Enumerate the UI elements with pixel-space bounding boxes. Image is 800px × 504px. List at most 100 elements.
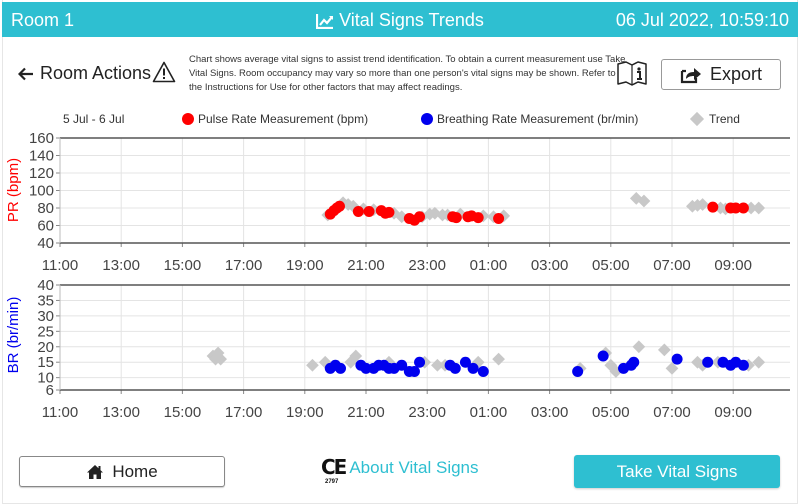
trend-point [632, 340, 646, 354]
trend-point [306, 358, 319, 372]
red-dot-icon [182, 113, 194, 125]
x-tick-label: 07:00 [653, 257, 691, 274]
measurement-point [671, 353, 683, 365]
page-title: Vital Signs Trends [2, 10, 798, 31]
measurement-point [449, 362, 461, 374]
measurement-point [450, 212, 462, 224]
room-name: Room 1 [11, 10, 75, 30]
chart-notice-text: Chart shows average vital signs to assis… [189, 54, 626, 93]
measurement-point [459, 356, 471, 368]
x-tick-label: 19:00 [286, 257, 324, 274]
y-tick-label: 80 [37, 200, 54, 217]
x-tick-label: 17:00 [225, 257, 263, 274]
trend-point [431, 358, 444, 372]
about-vital-signs-link[interactable]: About Vital Signs [349, 458, 479, 477]
x-tick-label: 03:00 [531, 404, 569, 421]
measurement-point [396, 359, 408, 371]
legend-breathing-label: Breathing Rate Measurement (br/min) [437, 112, 639, 126]
legend-pulse: Pulse Rate Measurement (bpm) [182, 112, 368, 126]
measurement-point [572, 365, 584, 377]
y-tick-label: 20 [37, 339, 54, 356]
x-tick-label: 05:00 [592, 404, 630, 421]
measurement-point [737, 202, 749, 214]
measurement-point [414, 356, 426, 368]
x-tick-label: 01:00 [470, 404, 508, 421]
measurement-point [730, 202, 742, 214]
trend-point [349, 349, 363, 363]
measurement-point [493, 213, 505, 224]
export-label: Export [709, 64, 763, 84]
blue-dot-icon [421, 113, 433, 125]
measurement-point [472, 212, 484, 224]
legend-pulse-label: Pulse Rate Measurement (bpm) [198, 112, 369, 126]
take-vital-signs-label: Take Vital Signs [616, 461, 738, 481]
x-tick-label: 11:00 [42, 257, 78, 274]
measurement-point [333, 200, 345, 212]
current-datetime: 06 Jul 2022, 10:59:10 [615, 10, 789, 30]
take-vital-signs-button[interactable]: Take Vital Signs [574, 455, 780, 488]
room-actions-back-button[interactable]: Room Actions [18, 63, 151, 84]
room-actions-label: Room Actions [40, 63, 152, 83]
x-tick-label: 03:00 [531, 257, 569, 274]
x-tick-label: 07:00 [653, 404, 691, 421]
measurement-point [702, 356, 714, 368]
measurement-point [360, 362, 372, 374]
x-tick-label: 13:00 [102, 257, 140, 274]
x-tick-label: 15:00 [164, 257, 202, 274]
x-tick-label: 13:00 [102, 404, 140, 421]
measurement-point [414, 211, 426, 223]
x-tick-label: 19:00 [286, 404, 324, 421]
ce-number: 2797 [325, 479, 339, 485]
y-tick-label: 15 [37, 354, 54, 371]
home-label: Home [112, 461, 158, 481]
arrow-left-icon [18, 67, 33, 80]
ce-mark-area: CE 2797 About Vital Signs [321, 455, 479, 485]
y-tick-label: 40 [37, 235, 54, 252]
page-title-text: Vital Signs Trends [339, 10, 484, 30]
measurement-point [477, 365, 489, 377]
y-tick-label: 30 [37, 308, 54, 325]
y-tick-label: 160 [29, 130, 54, 147]
measurement-point [352, 206, 364, 217]
share-export-icon [680, 67, 701, 83]
y-axis-label: BR (br/min) [5, 297, 22, 374]
measurement-point [383, 206, 395, 218]
y-tick-label: 6 [46, 382, 54, 399]
y-tick-label: 25 [37, 323, 54, 340]
ce-mark: CE [321, 455, 347, 479]
header-bar: Room 1 Vital Signs Trends 06 Jul 2022, 1… [2, 2, 798, 37]
export-button[interactable]: Export [661, 59, 781, 90]
instructions-manual-icon[interactable] [616, 60, 648, 86]
y-tick-label: 100 [29, 183, 54, 200]
y-tick-label: 40 [37, 277, 54, 294]
x-tick-label: 15:00 [164, 404, 202, 421]
x-tick-label: 23:00 [408, 404, 446, 421]
home-button[interactable]: Home [19, 456, 225, 487]
warning-triangle-icon [152, 61, 176, 83]
measurement-point [408, 365, 420, 377]
y-tick-label: 60 [37, 218, 54, 235]
y-axis-label: PR (bpm) [5, 158, 22, 222]
x-tick-label: 05:00 [592, 257, 630, 274]
trend-point [214, 352, 228, 366]
y-tick-label: 10 [37, 370, 54, 387]
measurement-point [628, 356, 640, 368]
measurement-point [737, 359, 749, 371]
measurement-point [335, 362, 346, 374]
legend-breathing: Breathing Rate Measurement (br/min) [421, 112, 638, 126]
line-chart-icon [316, 13, 334, 29]
x-tick-label: 21:00 [347, 257, 385, 274]
legend-trend: Trend [689, 111, 740, 127]
x-tick-label: 23:00 [408, 257, 446, 274]
trend-point [752, 201, 766, 215]
date-range-label: 5 Jul - 6 Jul [63, 112, 125, 126]
x-tick-label: 11:00 [42, 404, 78, 421]
measurement-point [707, 201, 719, 213]
x-tick-label: 01:00 [470, 257, 508, 274]
measurement-point [363, 206, 375, 217]
measurement-point [597, 350, 609, 362]
trend-point [657, 343, 671, 357]
